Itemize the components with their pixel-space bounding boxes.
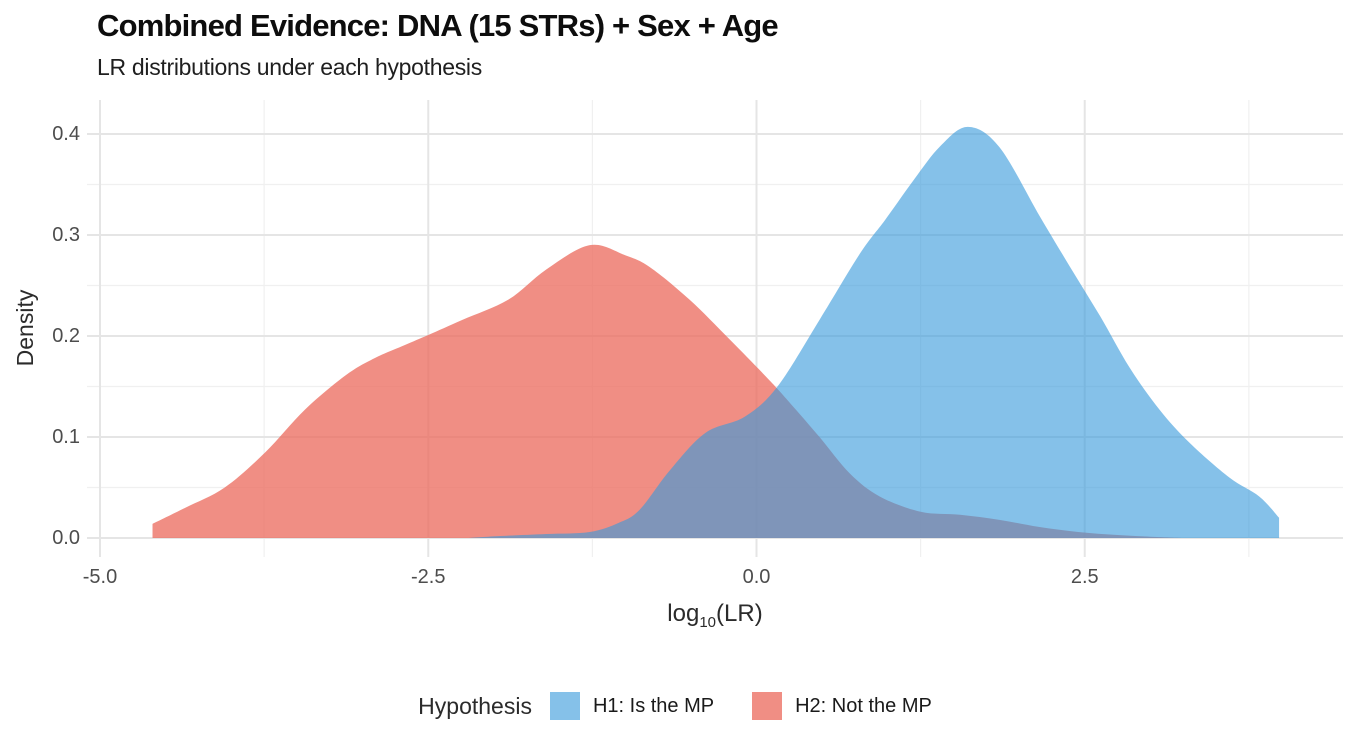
legend-swatch — [549, 692, 580, 720]
x-axis-title: log10(LR) — [565, 600, 865, 631]
legend-title: Hypothesis — [418, 692, 532, 719]
x-tick-label: -5.0 — [82, 566, 118, 588]
h1-density-area — [467, 126, 1280, 538]
legend-swatch — [752, 692, 783, 720]
y-tick-label: 0.3 — [52, 224, 80, 246]
legend-item[interactable]: H2: Not the MP — [752, 692, 932, 720]
h2-density-area — [152, 244, 1184, 539]
y-tick-label: 0.1 — [52, 426, 80, 448]
legend-item-label: H1: Is the MP — [592, 694, 715, 717]
x-axis-title-post: (LR) — [716, 600, 763, 627]
legend: Hypothesis H1: Is the MP H2: Not the MP — [0, 686, 1350, 726]
y-tick-label: 0.4 — [52, 123, 80, 145]
x-tick-label: 2.5 — [1070, 566, 1099, 588]
y-tick-label: 0.0 — [52, 527, 80, 549]
x-tick-label: -2.5 — [411, 566, 446, 588]
chart-subtitle: LR distributions under each hypothesis — [97, 54, 482, 80]
y-tick-label: 0.2 — [52, 325, 80, 347]
legend-item-label: H2: Not the MP — [795, 694, 932, 717]
chart-title: Combined Evidence: DNA (15 STRs) + Sex +… — [97, 8, 779, 43]
x-axis-title-sub: 10 — [699, 613, 717, 631]
x-axis-title-pre: log — [667, 600, 700, 627]
density-areas — [152, 126, 1280, 539]
legend-item[interactable]: H1: Is the MP — [549, 692, 715, 720]
x-tick-label: 0.0 — [742, 566, 771, 588]
